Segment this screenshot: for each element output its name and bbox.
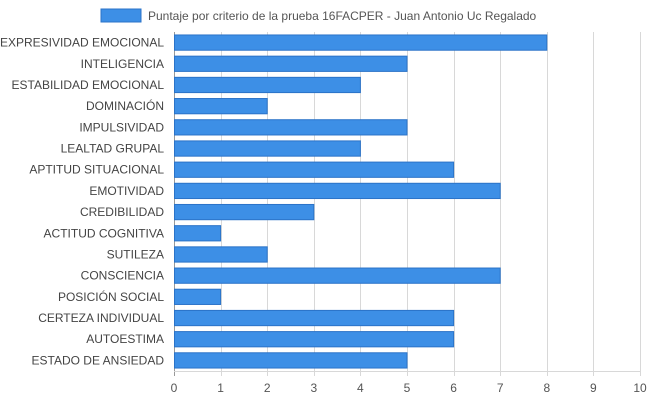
category-label: EXPRESIVIDAD EMOCIONAL bbox=[0, 36, 164, 50]
x-tick-label: 8 bbox=[543, 381, 550, 395]
x-tick-label: 9 bbox=[590, 381, 597, 395]
x-tick-label: 6 bbox=[450, 381, 457, 395]
x-axis-tick-labels: 0 1 2 3 4 5 6 7 8 9 10 bbox=[171, 381, 647, 395]
category-label: IMPULSIVIDAD bbox=[79, 120, 164, 134]
legend-label: Puntaje por criterio de la prueba 16FACP… bbox=[148, 9, 537, 23]
category-label: POSICIÓN SOCIAL bbox=[58, 289, 164, 304]
category-label: APTITUD SITUACIONAL bbox=[29, 163, 164, 177]
category-label: ESTABILIDAD EMOCIONAL bbox=[12, 78, 165, 92]
category-label: SUTILEZA bbox=[107, 247, 164, 261]
category-label: AUTOESTIMA bbox=[86, 332, 164, 346]
chart-legend[interactable]: Puntaje por criterio de la prueba 16FACP… bbox=[100, 8, 537, 23]
bars bbox=[174, 34, 548, 369]
bar bbox=[174, 309, 455, 327]
legend-swatch bbox=[100, 8, 142, 23]
x-tick-label: 4 bbox=[357, 381, 364, 395]
bar bbox=[174, 288, 222, 305]
category-label: EMOTIVIDAD bbox=[89, 184, 164, 198]
bar bbox=[174, 98, 268, 115]
bar bbox=[174, 246, 268, 263]
bar bbox=[174, 331, 455, 348]
category-labels: EXPRESIVIDAD EMOCIONAL INTELIGENCIA ESTABI… bbox=[0, 36, 164, 368]
x-tick-label: 2 bbox=[264, 381, 271, 395]
bar bbox=[174, 182, 501, 200]
bar bbox=[174, 267, 501, 284]
x-tick-label: 0 bbox=[171, 381, 178, 395]
bar bbox=[174, 161, 455, 178]
bar bbox=[174, 55, 408, 72]
category-label: LEALTAD GRUPAL bbox=[61, 142, 165, 156]
bar bbox=[174, 76, 361, 94]
category-label: CONSCIENCIA bbox=[81, 269, 164, 283]
x-tick-label: 1 bbox=[217, 381, 224, 395]
category-label: ACTITUD COGNITIVA bbox=[44, 226, 164, 240]
bar bbox=[174, 140, 361, 157]
bar bbox=[174, 203, 315, 221]
bar bbox=[174, 119, 408, 136]
category-label: CREDIBILIDAD bbox=[80, 205, 164, 219]
x-tick-label: 7 bbox=[497, 381, 504, 395]
bar bbox=[174, 34, 548, 51]
bar bbox=[174, 352, 408, 369]
x-tick-label: 10 bbox=[633, 381, 647, 395]
x-tick-label: 3 bbox=[310, 381, 317, 395]
category-label: CERTEZA INDIVIDUAL bbox=[38, 311, 164, 325]
x-tick-label: 5 bbox=[404, 381, 411, 395]
bar bbox=[174, 225, 222, 242]
category-label: DOMINACIÓN bbox=[86, 98, 164, 113]
category-label: ESTADO DE ANSIEDAD bbox=[32, 353, 165, 367]
category-label: INTELIGENCIA bbox=[81, 57, 164, 71]
